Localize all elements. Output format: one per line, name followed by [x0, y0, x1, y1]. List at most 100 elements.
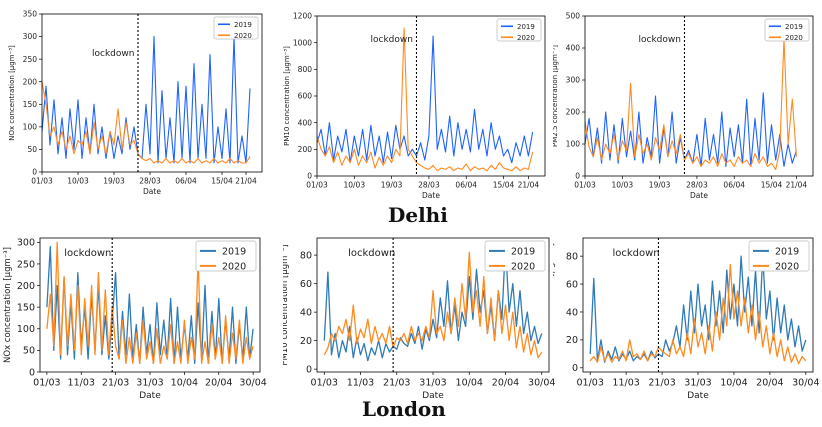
y-tick-label: 0 — [572, 363, 578, 374]
x-tick-label: 20/04 — [756, 378, 783, 389]
series-2020 — [589, 263, 807, 365]
x-tick-label: 10/03 — [343, 181, 365, 190]
y-tick-label: 20 — [300, 336, 312, 347]
y-tick-label: 80 — [300, 250, 312, 261]
x-axis-label: Date — [139, 391, 161, 401]
y-tick-label: 300 — [23, 32, 38, 41]
series-2020 — [46, 241, 254, 365]
y-tick-label: 50 — [23, 346, 35, 357]
y-tick-label: 250 — [17, 259, 35, 270]
y-tick-label: 1200 — [293, 12, 312, 21]
legend-label-2020: 2020 — [775, 261, 799, 272]
london-caption: London — [362, 397, 446, 421]
legend-label-2020: 2020 — [234, 32, 252, 40]
series-2019 — [317, 35, 534, 164]
lockdown-label: lockdown — [612, 248, 659, 259]
chart-delhi-pm25: 0 100 200 300 400 500 01/03 10/03 19/03 28/03 06/0… — [553, 12, 814, 200]
y-tick-label: 500 — [566, 12, 581, 21]
y-tick-label: 60 — [300, 279, 312, 290]
x-tick-label: 06/04 — [175, 177, 197, 186]
legend-label-2019: 2019 — [234, 21, 252, 29]
y-tick-label: 600 — [298, 92, 313, 101]
legend-label-2019: 2019 — [511, 246, 535, 257]
series-2020 — [42, 81, 251, 164]
legend-label-2019: 2019 — [785, 23, 803, 31]
y-tick-label: 0 — [575, 172, 580, 181]
x-tick-label: 15/04 — [493, 181, 515, 190]
y-tick-label: 200 — [17, 281, 35, 292]
x-tick-label: 19/03 — [381, 181, 403, 190]
lockdown-label: lockdown — [92, 49, 134, 59]
x-tick-label: 21/03 — [648, 378, 675, 389]
x-tick-label: 21/03 — [102, 378, 129, 389]
x-tick-label: 06/04 — [723, 181, 745, 190]
legend-label-2019: 2019 — [517, 23, 535, 31]
y-tick-label: 0 — [306, 364, 312, 375]
x-tick-label: 31/03 — [684, 378, 711, 389]
x-tick-label: 01/03 — [574, 181, 596, 190]
x-axis-label: Date — [687, 391, 709, 401]
series-2020 — [317, 27, 534, 172]
x-tick-label: 28/03 — [418, 181, 440, 190]
x-tick-label: 31/03 — [136, 378, 163, 389]
chart-delhi-pm10: 0 200 400 600 800 1000 1200 01/03 10/03 19/03 28/0… — [283, 12, 546, 200]
legend-box — [496, 18, 542, 42]
legend-label-2019: 2019 — [222, 246, 246, 257]
x-tick-label: 06/04 — [455, 181, 477, 190]
x-tick-label: 01/03 — [306, 181, 328, 190]
series-2020 — [323, 251, 543, 359]
y-axis-label: PM10 concentration [μgm⁻³] — [283, 46, 291, 146]
legend-box — [484, 240, 546, 272]
plot-frame — [584, 15, 814, 177]
x-tick-label: 11/03 — [612, 378, 639, 389]
x-tick-label: 21/04 — [518, 181, 540, 190]
y-tick-label: 80 — [566, 251, 578, 262]
chart-london-pm10: 0 20 40 60 80 01/03 11/03 21/03 31/03 10/04 20/04 3… — [283, 237, 555, 401]
y-tick-label: 0 — [307, 172, 312, 181]
delhi-caption: Delhi — [388, 203, 448, 227]
y-tick-label: 50 — [27, 145, 37, 154]
x-tick-label: 30/04 — [239, 378, 266, 389]
y-axis-label: PM2.5 concentration [μgm⁻³] — [553, 243, 556, 367]
y-axis-label: NOx concentration [μgm⁻³] — [3, 247, 13, 363]
x-tick-label: 28/03 — [686, 181, 708, 190]
x-tick-label: 15/04 — [761, 181, 783, 190]
x-tick-label: 15/04 — [211, 177, 233, 186]
x-tick-label: 21/04 — [786, 181, 808, 190]
y-tick-label: 0 — [32, 168, 37, 177]
y-tick-label: 400 — [298, 118, 313, 127]
x-axis-label: Date — [422, 191, 440, 200]
legend-label-2020: 2020 — [785, 34, 803, 42]
lockdown-label: lockdown — [348, 248, 395, 259]
x-tick-label: 20/04 — [205, 378, 232, 389]
legend-box — [213, 16, 259, 40]
chart-delhi-nox: 0 50 100 150 200 250 300 350 01/03 10/03 19/03 28/0… — [8, 10, 263, 196]
y-tick-label: 40 — [566, 307, 578, 318]
y-tick-label: 0 — [29, 367, 35, 378]
x-tick-label: 20/04 — [492, 378, 519, 389]
chart-london-nox: 0 50 100 150 200 250 300 01/03 11/03 21/03 31/03 10… — [3, 237, 267, 401]
legend-box — [764, 18, 810, 42]
legend-label-2020: 2020 — [222, 261, 246, 272]
x-tick-label: 01/03 — [576, 378, 603, 389]
legend-label-2020: 2020 — [511, 261, 535, 272]
y-tick-label: 1000 — [293, 38, 312, 47]
x-tick-label: 19/03 — [649, 181, 671, 190]
x-axis-label: Date — [690, 191, 708, 200]
y-tick-label: 800 — [298, 65, 313, 74]
y-tick-label: 300 — [17, 238, 35, 249]
legend-box — [748, 240, 810, 272]
y-tick-label: 40 — [300, 307, 312, 318]
y-axis-label: PM10 concentration [μgm⁻³] — [283, 244, 290, 365]
x-axis-label: Date — [143, 187, 161, 196]
x-tick-label: 30/04 — [792, 378, 819, 389]
x-axis-label: Date — [422, 391, 444, 401]
series-2020 — [585, 37, 797, 171]
y-tick-label: 100 — [566, 140, 581, 149]
x-tick-label: 10/04 — [171, 378, 198, 389]
x-tick-label: 11/03 — [68, 378, 95, 389]
legend-label-2020: 2020 — [517, 34, 535, 42]
lockdown-label: lockdown — [64, 248, 111, 259]
series-2019 — [585, 92, 797, 167]
y-tick-label: 350 — [23, 10, 38, 19]
